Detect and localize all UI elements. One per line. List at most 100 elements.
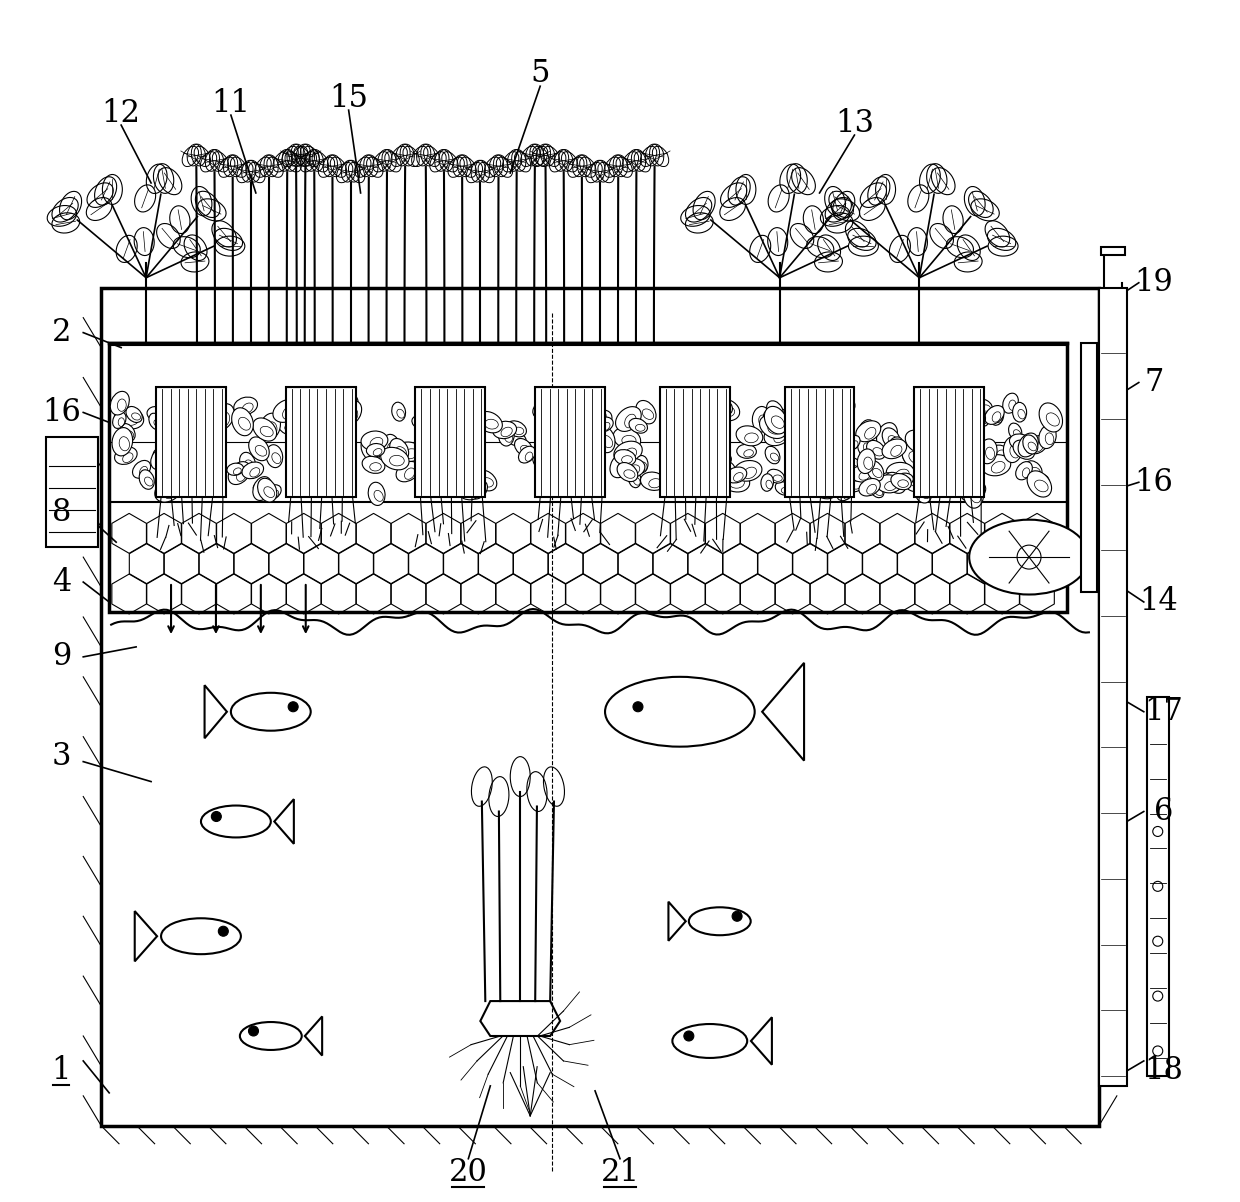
Ellipse shape bbox=[155, 477, 182, 502]
Ellipse shape bbox=[970, 519, 1089, 595]
Ellipse shape bbox=[859, 478, 880, 496]
Ellipse shape bbox=[197, 417, 215, 441]
Circle shape bbox=[218, 927, 228, 936]
Ellipse shape bbox=[711, 399, 740, 421]
Ellipse shape bbox=[890, 474, 911, 489]
Ellipse shape bbox=[335, 421, 353, 434]
Ellipse shape bbox=[164, 392, 182, 415]
Ellipse shape bbox=[680, 458, 697, 471]
Ellipse shape bbox=[126, 406, 143, 422]
Ellipse shape bbox=[851, 465, 874, 482]
Ellipse shape bbox=[1039, 426, 1056, 448]
Circle shape bbox=[248, 1027, 258, 1036]
Ellipse shape bbox=[703, 439, 725, 454]
Ellipse shape bbox=[976, 399, 992, 413]
Ellipse shape bbox=[614, 428, 641, 450]
Ellipse shape bbox=[565, 433, 588, 454]
Text: 21: 21 bbox=[600, 1158, 640, 1188]
Ellipse shape bbox=[291, 451, 308, 472]
Ellipse shape bbox=[837, 457, 866, 481]
Ellipse shape bbox=[610, 453, 632, 477]
Ellipse shape bbox=[455, 481, 479, 500]
Text: 16: 16 bbox=[42, 397, 81, 428]
Ellipse shape bbox=[885, 472, 905, 493]
Ellipse shape bbox=[737, 426, 763, 446]
Ellipse shape bbox=[273, 399, 300, 422]
Ellipse shape bbox=[170, 475, 187, 487]
Ellipse shape bbox=[978, 452, 1006, 471]
Ellipse shape bbox=[588, 410, 613, 433]
Ellipse shape bbox=[396, 442, 423, 462]
Ellipse shape bbox=[112, 428, 133, 456]
Ellipse shape bbox=[441, 454, 463, 481]
Ellipse shape bbox=[258, 478, 277, 502]
Ellipse shape bbox=[327, 446, 347, 460]
Ellipse shape bbox=[456, 416, 474, 435]
Ellipse shape bbox=[205, 424, 219, 446]
Text: 18: 18 bbox=[1145, 1055, 1183, 1087]
Ellipse shape bbox=[165, 407, 184, 422]
Ellipse shape bbox=[636, 400, 656, 424]
Ellipse shape bbox=[761, 474, 774, 492]
Ellipse shape bbox=[1013, 440, 1034, 459]
Ellipse shape bbox=[842, 470, 869, 492]
Ellipse shape bbox=[714, 398, 733, 415]
Ellipse shape bbox=[428, 416, 453, 441]
Text: 12: 12 bbox=[102, 97, 140, 129]
Ellipse shape bbox=[211, 404, 234, 430]
Ellipse shape bbox=[552, 423, 570, 438]
Ellipse shape bbox=[867, 440, 885, 459]
Ellipse shape bbox=[831, 453, 849, 477]
Ellipse shape bbox=[415, 423, 432, 441]
Ellipse shape bbox=[661, 472, 683, 488]
Ellipse shape bbox=[867, 460, 884, 481]
Ellipse shape bbox=[711, 452, 732, 468]
Ellipse shape bbox=[412, 415, 432, 429]
Ellipse shape bbox=[826, 393, 856, 415]
Ellipse shape bbox=[381, 447, 409, 470]
Ellipse shape bbox=[980, 439, 997, 464]
Ellipse shape bbox=[1018, 433, 1038, 457]
Ellipse shape bbox=[153, 448, 175, 469]
Ellipse shape bbox=[492, 421, 517, 439]
Ellipse shape bbox=[641, 472, 666, 490]
Ellipse shape bbox=[856, 421, 880, 441]
Ellipse shape bbox=[253, 418, 277, 441]
Ellipse shape bbox=[570, 442, 584, 459]
Ellipse shape bbox=[1025, 460, 1042, 477]
Ellipse shape bbox=[228, 462, 250, 484]
Ellipse shape bbox=[629, 418, 647, 433]
Text: 8: 8 bbox=[52, 496, 71, 528]
Text: 19: 19 bbox=[1135, 267, 1173, 298]
Ellipse shape bbox=[1003, 393, 1018, 413]
Ellipse shape bbox=[887, 463, 914, 482]
Text: 13: 13 bbox=[835, 108, 874, 138]
Ellipse shape bbox=[1037, 475, 1049, 493]
Ellipse shape bbox=[764, 423, 792, 446]
Ellipse shape bbox=[734, 460, 761, 481]
Ellipse shape bbox=[278, 417, 299, 435]
Ellipse shape bbox=[455, 447, 479, 475]
Bar bbox=[1081, 343, 1097, 593]
Ellipse shape bbox=[691, 459, 709, 481]
Circle shape bbox=[632, 702, 644, 712]
Ellipse shape bbox=[312, 456, 337, 478]
Ellipse shape bbox=[110, 392, 129, 415]
Ellipse shape bbox=[340, 395, 358, 416]
Ellipse shape bbox=[114, 407, 144, 429]
Circle shape bbox=[732, 911, 742, 921]
Ellipse shape bbox=[901, 442, 925, 469]
Ellipse shape bbox=[963, 470, 981, 494]
Ellipse shape bbox=[577, 466, 595, 484]
Bar bbox=[1099, 287, 1127, 1085]
Text: 15: 15 bbox=[329, 83, 368, 114]
Ellipse shape bbox=[296, 441, 310, 459]
Circle shape bbox=[288, 702, 298, 712]
Bar bbox=[914, 387, 985, 498]
Ellipse shape bbox=[264, 484, 281, 500]
Ellipse shape bbox=[672, 399, 692, 415]
Ellipse shape bbox=[660, 462, 689, 484]
Ellipse shape bbox=[518, 446, 536, 463]
Ellipse shape bbox=[950, 429, 965, 450]
Ellipse shape bbox=[149, 413, 162, 430]
